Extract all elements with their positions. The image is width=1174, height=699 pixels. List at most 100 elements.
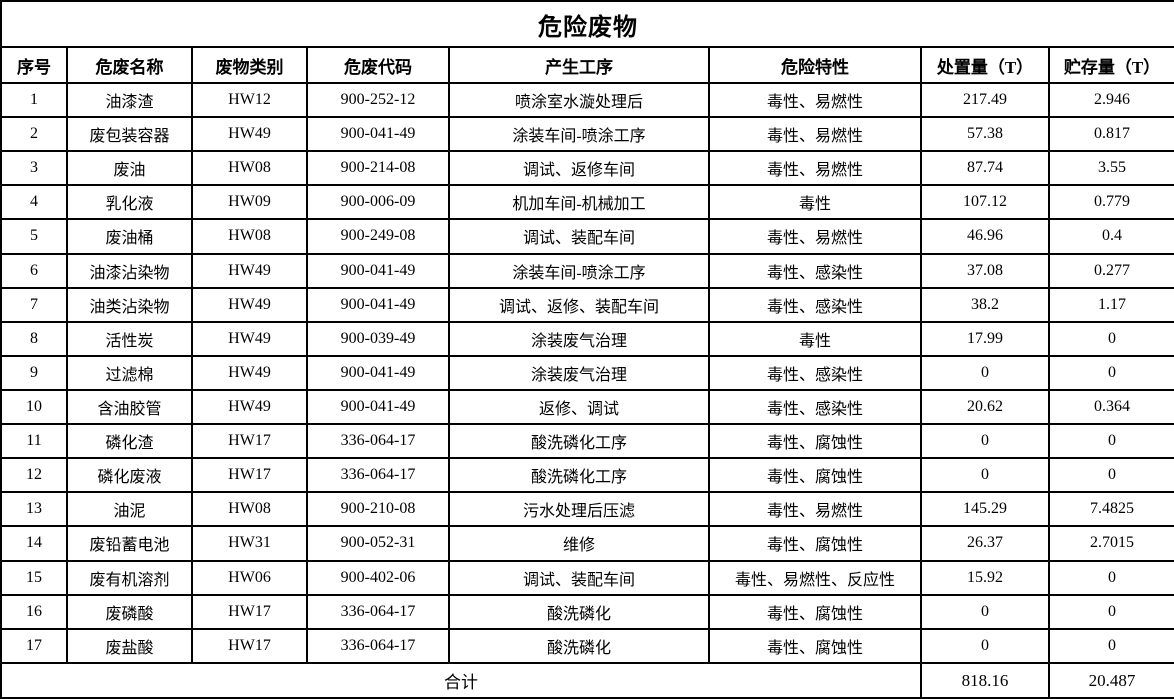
cell-name: 废包装容器 [66,116,193,153]
cell-process: 机加车间-机械加工 [448,184,710,221]
cell-storage: 3.55 [1048,150,1174,187]
cell-storage: 0.817 [1048,116,1174,153]
total-label: 合计 [0,662,922,699]
cell-storage: 0 [1048,423,1174,460]
cell-hazard: 毒性、易燃性 [708,81,922,119]
cell-name: 废铅蓄电池 [66,525,193,562]
table-header: 序号 危废名称 废物类别 危废代码 产生工序 危险特性 处置量（T） 贮存量（T… [0,46,1174,84]
cell-name: 乳化液 [66,184,193,221]
cell-storage: 0.4 [1048,218,1174,255]
cell-code: 900-041-49 [306,286,450,323]
cell-disposal: 20.62 [920,388,1050,426]
cell-code: 900-041-49 [306,252,450,289]
cell-hazard: 毒性、感染性 [708,252,922,289]
cell-process: 酸洗磷化 [448,593,710,630]
cell-code: 900-252-12 [306,81,450,119]
cell-index: 14 [0,525,68,562]
cell-hazard: 毒性、易燃性 [708,218,922,255]
cell-category: HW17 [191,423,308,460]
cell-hazard: 毒性、腐蚀性 [708,423,922,460]
cell-storage: 0.779 [1048,184,1174,221]
cell-index: 2 [0,116,68,153]
column-header-category: 废物类别 [191,46,308,84]
title-row: 危险废物 [0,0,1174,48]
cell-index: 5 [0,218,68,255]
cell-hazard: 毒性、腐蚀性 [708,593,922,630]
cell-disposal: 0 [920,457,1050,494]
cell-process: 返修、调试 [448,388,710,426]
cell-process: 涂装车间-喷涂工序 [448,116,710,153]
table-row: 2 废包装容器 HW49 900-041-49 涂装车间-喷涂工序 毒性、易燃性 57.38… [0,116,1174,153]
cell-name: 活性炭 [66,320,193,357]
cell-hazard: 毒性、腐蚀性 [708,457,922,494]
cell-code: 900-041-49 [306,388,450,426]
cell-index: 11 [0,423,68,460]
cell-index: 8 [0,320,68,357]
table-row: 14 废铅蓄电池 HW31 900-052-31 维修 毒性、腐蚀性 26.37 2.7015 [0,525,1174,562]
cell-code: 900-041-49 [306,354,450,391]
cell-storage: 0.277 [1048,252,1174,289]
cell-process: 污水处理后压滤 [448,491,710,528]
cell-hazard: 毒性、易燃性 [708,150,922,187]
cell-index: 10 [0,388,68,426]
cell-storage: 0 [1048,457,1174,494]
cell-process: 调试、装配车间 [448,559,710,596]
cell-code: 900-039-49 [306,320,450,357]
cell-storage: 0.364 [1048,388,1174,426]
cell-name: 废盐酸 [66,627,193,665]
table-row: 5 废油桶 HW08 900-249-08 调试、装配车间 毒性、易燃性 46.96 0.4 [0,218,1174,255]
cell-index: 12 [0,457,68,494]
cell-process: 喷涂室水漩处理后 [448,81,710,119]
table-row: 15 废有机溶剂 HW06 900-402-06 调试、装配车间 毒性、易燃性、反应性 15… [0,559,1174,596]
cell-storage: 1.17 [1048,286,1174,323]
cell-code: 900-210-08 [306,491,450,528]
cell-disposal: 37.08 [920,252,1050,289]
cell-category: HW17 [191,627,308,665]
table-row: 8 活性炭 HW49 900-039-49 涂装废气治理 毒性 17.99 0 [0,320,1174,357]
total-disposal-value: 818.16 [920,662,1050,699]
cell-hazard: 毒性、感染性 [708,388,922,426]
cell-disposal: 46.96 [920,218,1050,255]
table-body: 1 油漆渣 HW12 900-252-12 喷涂室水漩处理后 毒性、易燃性 217.49 2.… [0,81,1174,665]
cell-disposal: 0 [920,627,1050,665]
cell-index: 16 [0,593,68,630]
total-row: 合计 818.16 20.487 [0,662,1174,699]
cell-hazard: 毒性、易燃性 [708,491,922,528]
cell-disposal: 145.29 [920,491,1050,528]
table-row: 4 乳化液 HW09 900-006-09 机加车间-机械加工 毒性 107.12 0.779 [0,184,1174,221]
cell-code: 900-052-31 [306,525,450,562]
cell-process: 涂装废气治理 [448,354,710,391]
table-row: 16 废磷酸 HW17 336-064-17 酸洗磷化 毒性、腐蚀性 0 0 [0,593,1174,630]
cell-hazard: 毒性、感染性 [708,286,922,323]
column-header-storage: 贮存量（T） [1048,46,1174,84]
table-row: 3 废油 HW08 900-214-08 调试、返修车间 毒性、易燃性 87.74 3.55 [0,150,1174,187]
cell-process: 调试、装配车间 [448,218,710,255]
column-header-hazard: 危险特性 [708,46,922,84]
cell-disposal: 0 [920,354,1050,391]
cell-code: 336-064-17 [306,423,450,460]
cell-index: 13 [0,491,68,528]
cell-name: 含油胶管 [66,388,193,426]
cell-index: 7 [0,286,68,323]
cell-disposal: 17.99 [920,320,1050,357]
cell-storage: 0 [1048,593,1174,630]
cell-hazard: 毒性 [708,184,922,221]
cell-code: 336-064-17 [306,593,450,630]
cell-index: 1 [0,81,68,119]
cell-name: 油漆渣 [66,81,193,119]
cell-disposal: 15.92 [920,559,1050,596]
cell-hazard: 毒性 [708,320,922,357]
cell-storage: 0 [1048,320,1174,357]
cell-hazard: 毒性、感染性 [708,354,922,391]
cell-storage: 7.4825 [1048,491,1174,528]
cell-category: HW08 [191,150,308,187]
column-header-index: 序号 [0,46,68,84]
total-storage-value: 20.487 [1048,662,1174,699]
cell-code: 336-064-17 [306,627,450,665]
column-header-code: 危废代码 [306,46,450,84]
cell-index: 9 [0,354,68,391]
cell-disposal: 57.38 [920,116,1050,153]
cell-disposal: 26.37 [920,525,1050,562]
column-header-name: 危废名称 [66,46,193,84]
cell-code: 900-041-49 [306,116,450,153]
